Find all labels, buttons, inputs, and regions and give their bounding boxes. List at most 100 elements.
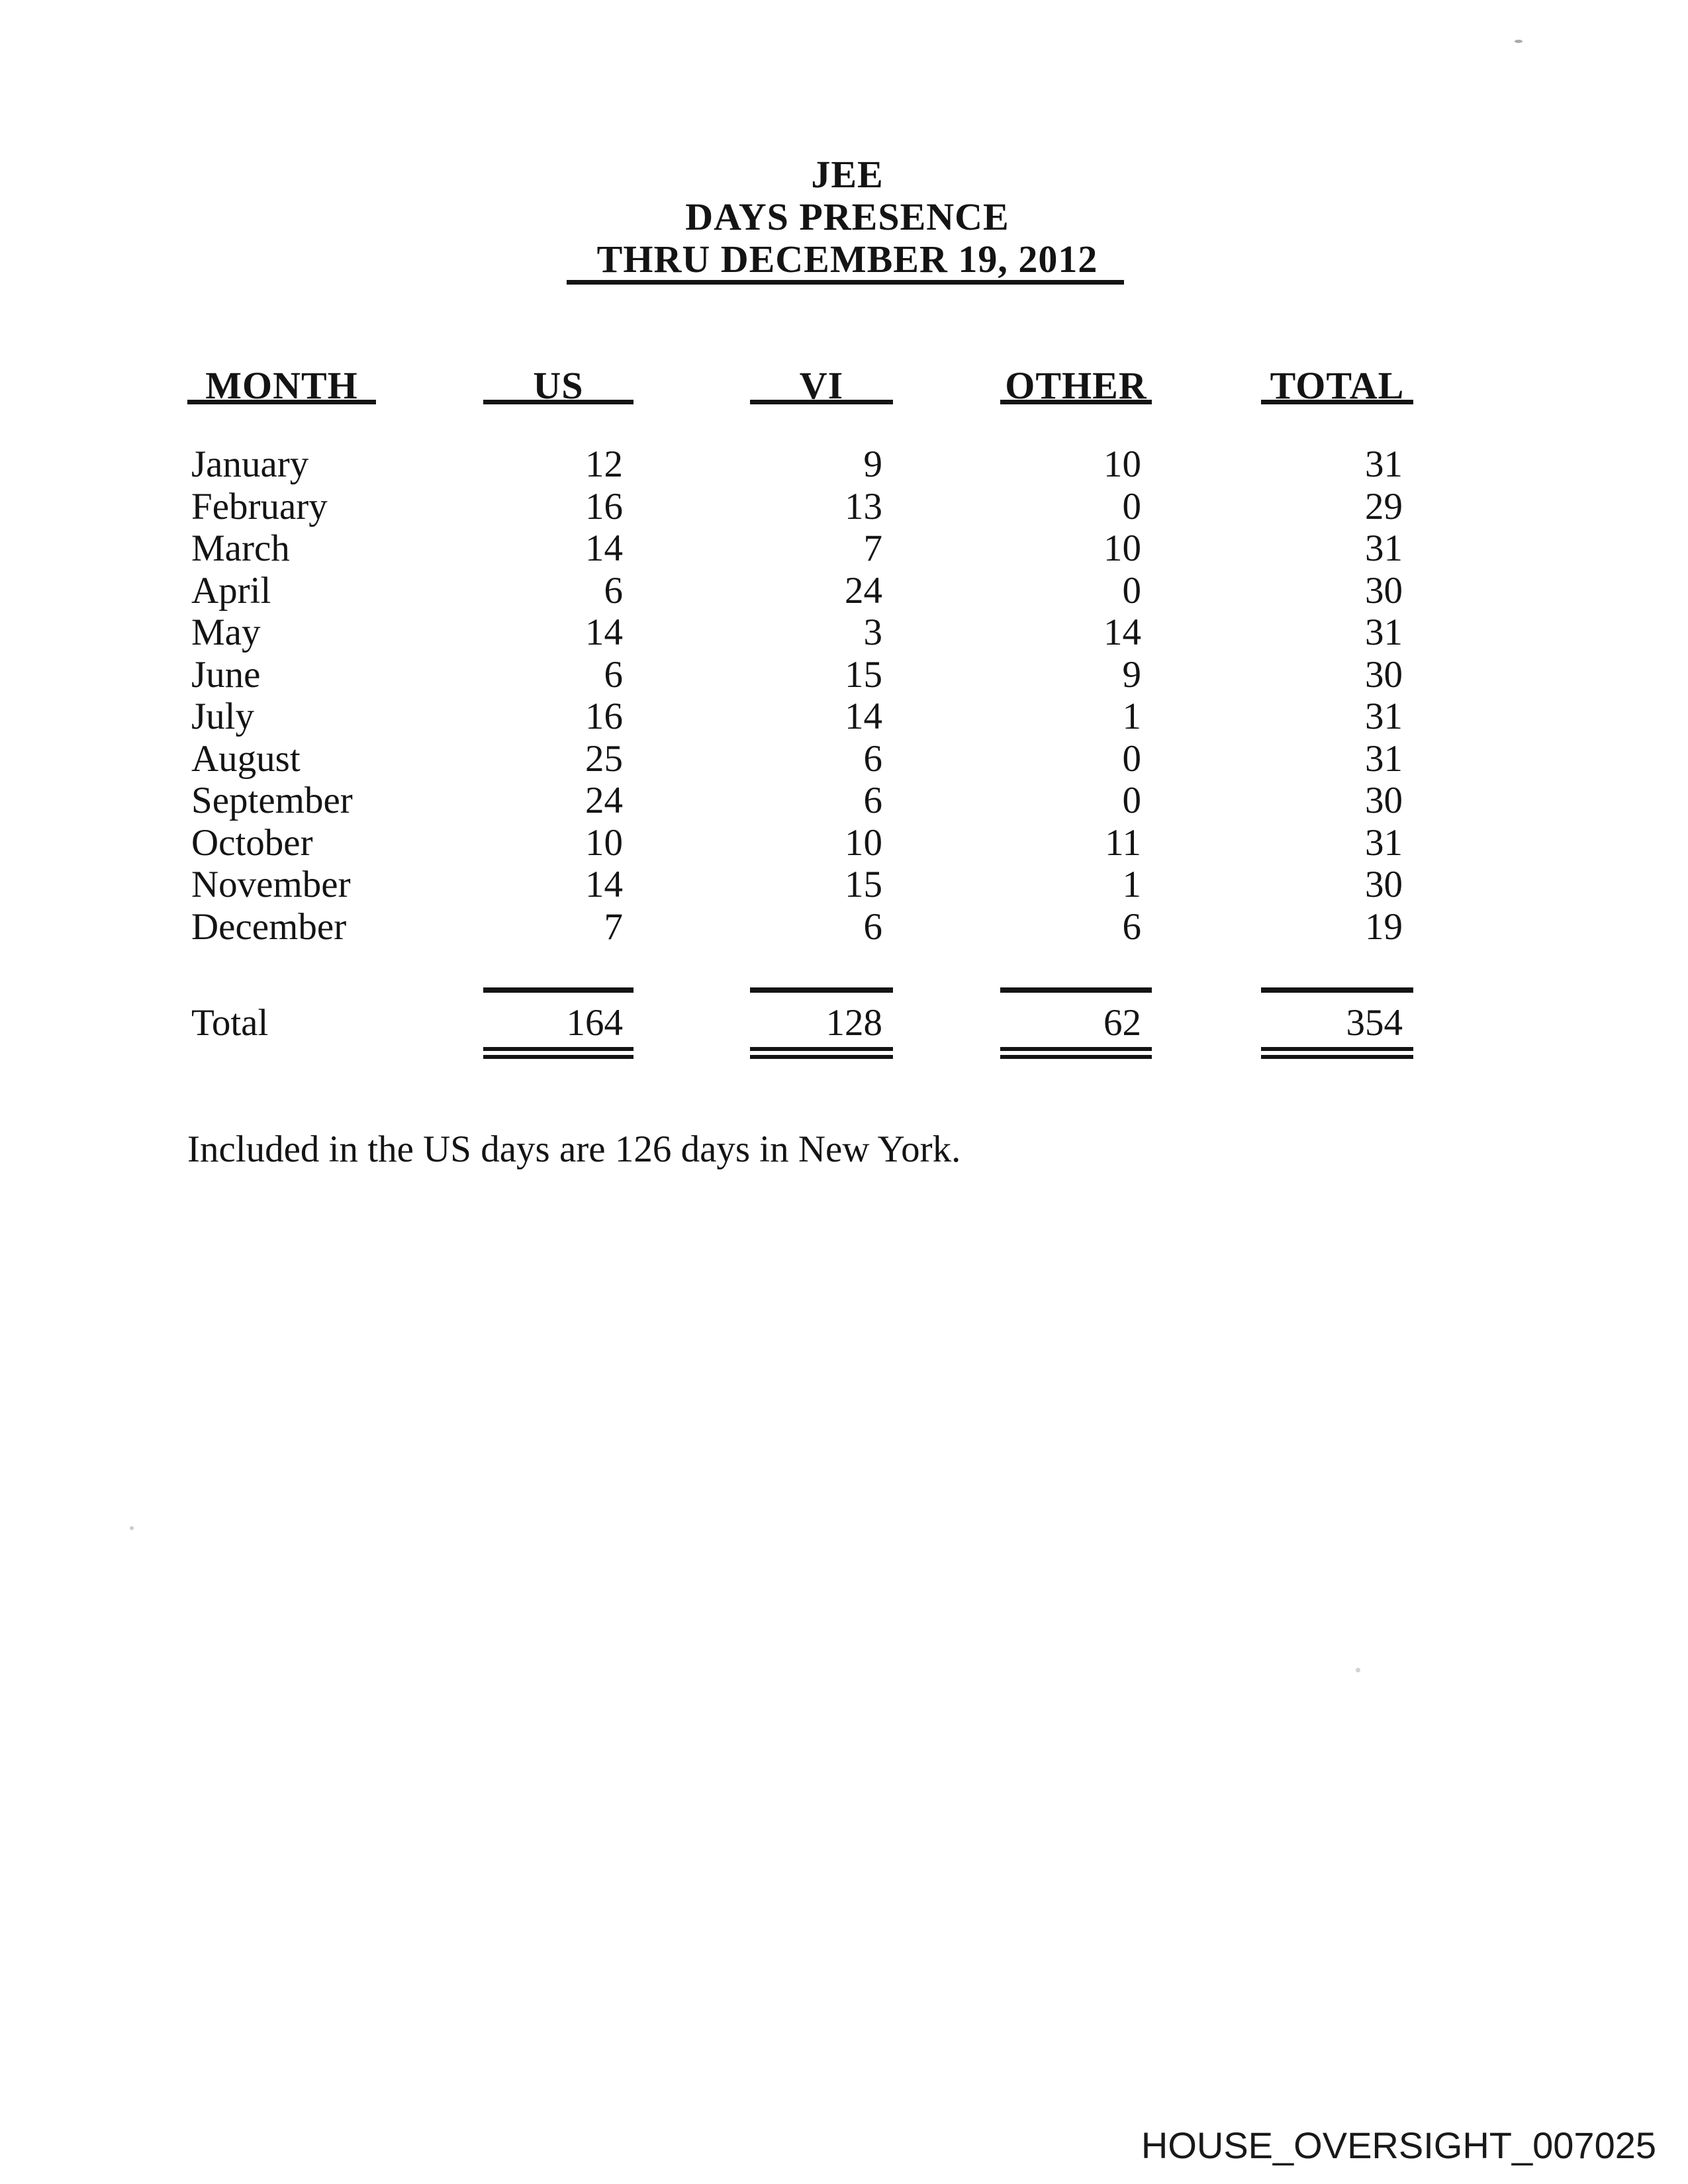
table-row: February 16 13 0 29 [187, 486, 1413, 528]
cell-total: 30 [1365, 653, 1403, 696]
cell-us: 14 [585, 612, 623, 653]
title-line-2: DAYS PRESENCE [685, 195, 1009, 238]
cell-month: October [191, 821, 313, 864]
cell-total: 31 [1365, 737, 1403, 780]
table-row: March 14 7 10 31 [187, 527, 1413, 570]
cell-vi: 14 [845, 696, 882, 737]
cell-total: 31 [1365, 527, 1403, 569]
cell-us: 10 [585, 821, 623, 864]
cell-month: November [191, 864, 351, 905]
total-vi-value: 128 [750, 993, 893, 1059]
cell-vi: 6 [863, 780, 883, 821]
cell-month: July [191, 696, 255, 737]
cell-other: 0 [1122, 569, 1142, 612]
cell-us: 14 [585, 864, 623, 905]
cell-us: 16 [585, 696, 623, 737]
cell-other: 11 [1105, 821, 1141, 864]
document-title: JEE DAYS PRESENCE THRU DECEMBER 19, 2012 [516, 154, 1178, 281]
table-body: January 12 9 10 31 February 16 13 0 29 March 14 7 10 3… [187, 443, 1413, 948]
total-us-value: 164 [483, 993, 633, 1059]
table-row: October 10 10 11 31 [187, 822, 1413, 864]
column-header-total: TOTAL [1261, 361, 1413, 405]
cell-total: 30 [1365, 780, 1403, 821]
days-presence-table: MONTH US VI OTHER TOTAL January 12 9 10 31 Fe… [187, 361, 1413, 1059]
title-line-1: JEE [811, 153, 884, 196]
cell-total: 31 [1365, 443, 1403, 485]
total-total-value: 354 [1261, 993, 1413, 1059]
cell-other: 10 [1103, 443, 1141, 485]
cell-month: May [191, 612, 261, 653]
cell-vi: 15 [845, 864, 882, 905]
cell-other: 0 [1122, 485, 1142, 527]
total-total-cell: 354 [1261, 987, 1413, 1059]
cell-total: 31 [1365, 696, 1403, 737]
cell-total: 30 [1365, 864, 1403, 905]
table-total-row: Total 164 128 62 354 [187, 987, 1413, 1059]
column-header-other: OTHER [1000, 361, 1152, 405]
column-header-us: US [483, 361, 633, 405]
footnote: Included in the US days are 126 days in … [187, 1128, 961, 1170]
title-line-3: THRU DECEMBER 19, 2012 [596, 238, 1098, 281]
cell-month: January [191, 443, 309, 485]
cell-other: 9 [1122, 653, 1142, 696]
table-row: July 16 14 1 31 [187, 696, 1413, 738]
cell-month: August [191, 737, 301, 780]
table-row: November 14 15 1 30 [187, 864, 1413, 906]
cell-us: 16 [585, 485, 623, 527]
cell-vi: 15 [845, 653, 882, 696]
scan-speck [1515, 40, 1523, 43]
cell-vi: 24 [845, 569, 882, 612]
cell-total: 29 [1365, 485, 1403, 527]
total-vi-cell: 128 [750, 987, 893, 1059]
cell-month: March [191, 527, 290, 569]
cell-other: 10 [1103, 527, 1141, 569]
cell-vi: 9 [863, 443, 883, 485]
table-row: December 7 6 6 19 [187, 906, 1413, 948]
total-label: Total [191, 1002, 269, 1044]
column-header-vi: VI [750, 361, 893, 405]
cell-month: April [191, 569, 271, 612]
cell-total: 31 [1365, 612, 1403, 653]
cell-other: 1 [1122, 864, 1142, 905]
cell-month: September [191, 780, 353, 821]
scan-speck [1356, 1668, 1360, 1672]
cell-other: 6 [1122, 905, 1142, 948]
total-us-cell: 164 [483, 987, 633, 1059]
title-underline-rule [567, 280, 1124, 285]
cell-other: 0 [1122, 780, 1142, 821]
column-header-month: MONTH [187, 361, 376, 405]
cell-vi: 3 [863, 612, 883, 653]
cell-month: June [191, 653, 261, 696]
table-row: May 14 3 14 31 [187, 612, 1413, 654]
table-row: August 25 6 0 31 [187, 738, 1413, 780]
cell-vi: 10 [845, 821, 882, 864]
cell-other: 0 [1122, 737, 1142, 780]
cell-other: 1 [1122, 696, 1142, 737]
cell-total: 30 [1365, 569, 1403, 612]
table-row: January 12 9 10 31 [187, 443, 1413, 486]
cell-vi: 13 [845, 485, 882, 527]
cell-month: December [191, 905, 347, 948]
cell-vi: 6 [863, 737, 883, 780]
cell-us: 14 [585, 527, 623, 569]
cell-us: 6 [604, 569, 624, 612]
table-header-row: MONTH US VI OTHER TOTAL [187, 361, 1413, 405]
cell-month: February [191, 485, 328, 527]
cell-us: 6 [604, 653, 624, 696]
total-other-value: 62 [1000, 993, 1152, 1059]
total-other-cell: 62 [1000, 987, 1152, 1059]
cell-us: 7 [604, 905, 624, 948]
cell-vi: 6 [863, 905, 883, 948]
table-row: September 24 6 0 30 [187, 780, 1413, 822]
cell-us: 24 [585, 780, 623, 821]
cell-other: 14 [1103, 612, 1141, 653]
cell-vi: 7 [863, 527, 883, 569]
scan-speck [130, 1526, 134, 1530]
cell-total: 31 [1365, 821, 1403, 864]
cell-us: 25 [585, 737, 623, 780]
bates-stamp: HOUSE_OVERSIGHT_007025 [1141, 2124, 1656, 2166]
cell-total: 19 [1365, 905, 1403, 948]
table-row: April 6 24 0 30 [187, 570, 1413, 612]
table-row: June 6 15 9 30 [187, 654, 1413, 696]
